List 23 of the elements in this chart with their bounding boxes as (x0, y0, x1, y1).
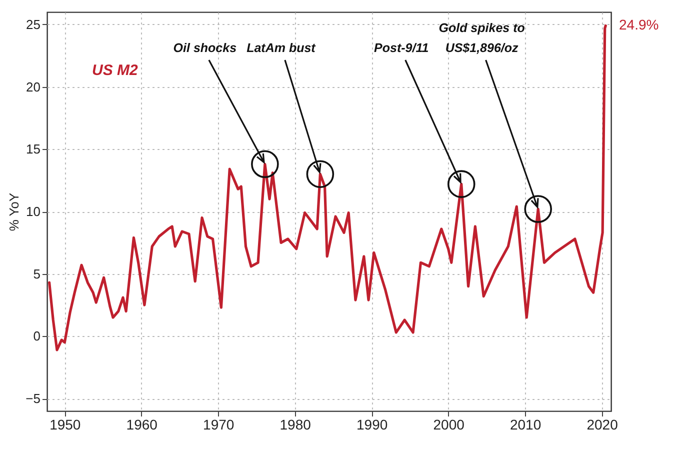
y-tick-label: 20 (26, 79, 40, 94)
x-tick-label: 2000 (433, 416, 465, 432)
x-tick-label: 2020 (586, 416, 618, 432)
y-tick-label: 25 (26, 16, 40, 32)
y-tick-label: 10 (26, 204, 40, 219)
text: US M2 (92, 62, 138, 79)
annotation: LatAm bust (246, 41, 316, 55)
x-tick-label: 1980 (280, 416, 312, 432)
annotation: Gold spikes to US$1,896/oz (438, 21, 526, 55)
annotation: Post-9/11 (374, 41, 429, 55)
y-tick-label: 5 (33, 266, 40, 282)
x-tick-label: 1960 (126, 416, 158, 432)
annotation: Oil shocks (173, 41, 237, 55)
y-tick-label: 15 (26, 142, 40, 157)
x-tick-label: 1970 (203, 416, 234, 432)
y-tick-label: 0 (33, 328, 40, 344)
data-label: 24.9% (619, 16, 659, 33)
x-tick-label: 1950 (50, 416, 81, 432)
y-axis-title: % YoY (6, 192, 22, 232)
x-tick-label: 2010 (510, 416, 542, 432)
line-series (48, 24, 607, 352)
x-tick-label: 1990 (356, 416, 388, 432)
y-tick-label: −5 (26, 391, 40, 406)
